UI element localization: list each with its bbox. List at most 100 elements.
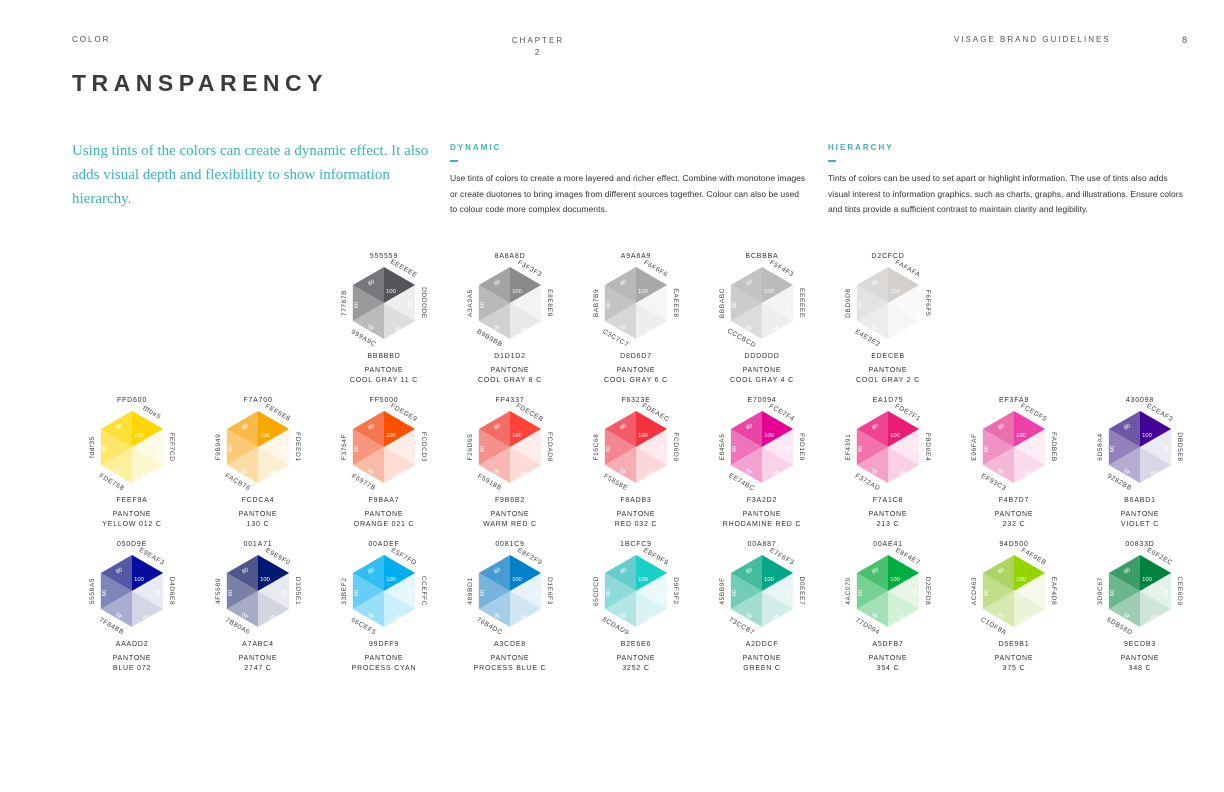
tint-segment: [384, 591, 416, 627]
tint-label: 100: [1016, 577, 1026, 583]
tint-label: 80: [493, 423, 502, 431]
tint-segment: [856, 555, 888, 591]
tint-hex-label: E8E8E8: [546, 289, 553, 317]
pantone-label: PANTONE: [112, 511, 152, 518]
tint-label: 40: [771, 324, 780, 332]
pantone-color-name: 348 C: [1128, 664, 1152, 672]
tint-segment: [384, 303, 416, 339]
tint-label: 10: [1036, 446, 1042, 452]
tint-label: 80: [745, 279, 754, 287]
tint-segment: [762, 429, 794, 465]
tint-segment: [982, 555, 1014, 591]
tint-label: 100: [260, 577, 270, 583]
tint-label: 80: [241, 567, 250, 575]
tint-segment: [762, 573, 794, 609]
tint-hex-label: FCDAD8: [546, 432, 553, 462]
tint-label: 40: [619, 466, 628, 474]
tint-segment: [1014, 429, 1046, 465]
tint-segment: [888, 573, 920, 609]
swatch: 100 10 40 40 60 80 FDEDE9 FCDCD3 F6977B F3764F FF5…: [324, 397, 444, 531]
tint-40-hex-label: F7A1C8: [872, 497, 904, 504]
tint-label: 10: [406, 446, 412, 452]
hierarchy-heading: HIERARCHY: [828, 143, 894, 152]
tint-segment: [1140, 411, 1172, 447]
tint-label: 10: [784, 302, 790, 308]
tint-segment: [384, 267, 416, 303]
tint-segment: [510, 411, 542, 447]
pantone-name: PANTONE PROCESS CYAN: [324, 654, 444, 673]
base-hex-label: 00ADEF: [368, 541, 400, 548]
tint-segment: [856, 573, 888, 609]
pantone-name: PANTONE BLUE 072: [72, 654, 192, 673]
tint-hex-label: CEE6D9: [1176, 576, 1183, 605]
section-label: COLOR: [72, 35, 111, 44]
pantone-color-name: 354 C: [876, 664, 900, 672]
page-title: TRANSPARENCY: [72, 70, 328, 96]
tint-segment: [1108, 411, 1140, 447]
tint-label: 100: [1016, 433, 1026, 439]
tint-segment: [384, 429, 416, 465]
pantone-label: PANTONE: [238, 655, 278, 662]
tint-label: 40: [493, 466, 502, 474]
tint-label: 40: [645, 612, 654, 620]
pantone-label: PANTONE: [490, 367, 530, 374]
tint-label: 40: [241, 466, 250, 474]
tint-segment: [604, 267, 636, 303]
tint-label: 60: [858, 446, 864, 452]
tint-segment: [258, 555, 290, 591]
swatch: 100 10 40 40 60 80 E8F2F9 D1E6F3 76B4DC 489BD1 008…: [450, 541, 570, 675]
guide-title: VISAGE BRAND GUIDELINES: [954, 35, 1111, 44]
tint-label: 40: [1149, 612, 1158, 620]
pantone-name: PANTONE COOL GRAY 4 C: [702, 366, 822, 385]
pantone-label: PANTONE: [364, 367, 404, 374]
tint-segment: [856, 429, 888, 465]
tint-segment: [888, 591, 920, 627]
tint-label: 80: [997, 567, 1006, 575]
tint-segment: [636, 267, 668, 303]
tint-hex-label: 77787B: [341, 290, 348, 316]
tint-label: 40: [367, 610, 376, 618]
swatch: 100 10 40 40 60 80 FDE7F1 FBD0E4 F372AD EF4391 EA1…: [828, 397, 948, 531]
tint-label: 10: [1036, 590, 1042, 596]
tint-segment: [762, 591, 794, 627]
tint-segment: [510, 447, 542, 483]
tint-40-hex-label: 9ECDB3: [1123, 641, 1157, 648]
pantone-color-name: WARM RED C: [483, 520, 537, 528]
tint-label: 80: [367, 567, 376, 575]
tint-segment: [856, 447, 888, 483]
tint-label: 40: [115, 610, 124, 618]
tint-segment: [100, 411, 132, 447]
tint-label: 10: [280, 446, 286, 452]
tint-hex-label: 6D58A4: [1097, 433, 1104, 460]
tint-label: 100: [386, 433, 396, 439]
pantone-label: PANTONE: [742, 367, 782, 374]
tint-label: 80: [493, 279, 502, 287]
tint-label: 80: [745, 423, 754, 431]
pantone-color-name: 213 C: [876, 520, 900, 528]
tint-label: 40: [267, 612, 276, 620]
tint-label: 40: [897, 468, 906, 476]
tint-hex-label: FBD0E4: [924, 433, 931, 462]
tint-segment: [226, 429, 258, 465]
base-hex-label: FF4337: [495, 397, 525, 404]
base-hex-label: 0081C9: [495, 541, 525, 548]
pantone-name: PANTONE PROCESS BLUE C: [450, 654, 570, 673]
swatch: 100 10 40 40 60 80 FDEAEC FCD6D9 F5858E F15C68 F63…: [576, 397, 696, 531]
tint-label: 60: [606, 446, 612, 452]
base-hex-label: FFD600: [116, 397, 148, 404]
tint-40-hex-label: F9BAA7: [368, 497, 400, 504]
pantone-color-name: GREEN C: [743, 664, 781, 672]
tint-segment: [1108, 573, 1140, 609]
tint-hex-label: EEEEEE: [798, 288, 805, 318]
dynamic-section: DYNAMIC Use tints of colors to create a …: [450, 143, 806, 218]
base-hex-label: F7A700: [243, 397, 273, 404]
pantone-label: PANTONE: [616, 367, 656, 374]
tint-segment: [352, 411, 384, 447]
tint-label: 40: [745, 322, 754, 330]
base-hex-label: 555559: [369, 253, 399, 260]
